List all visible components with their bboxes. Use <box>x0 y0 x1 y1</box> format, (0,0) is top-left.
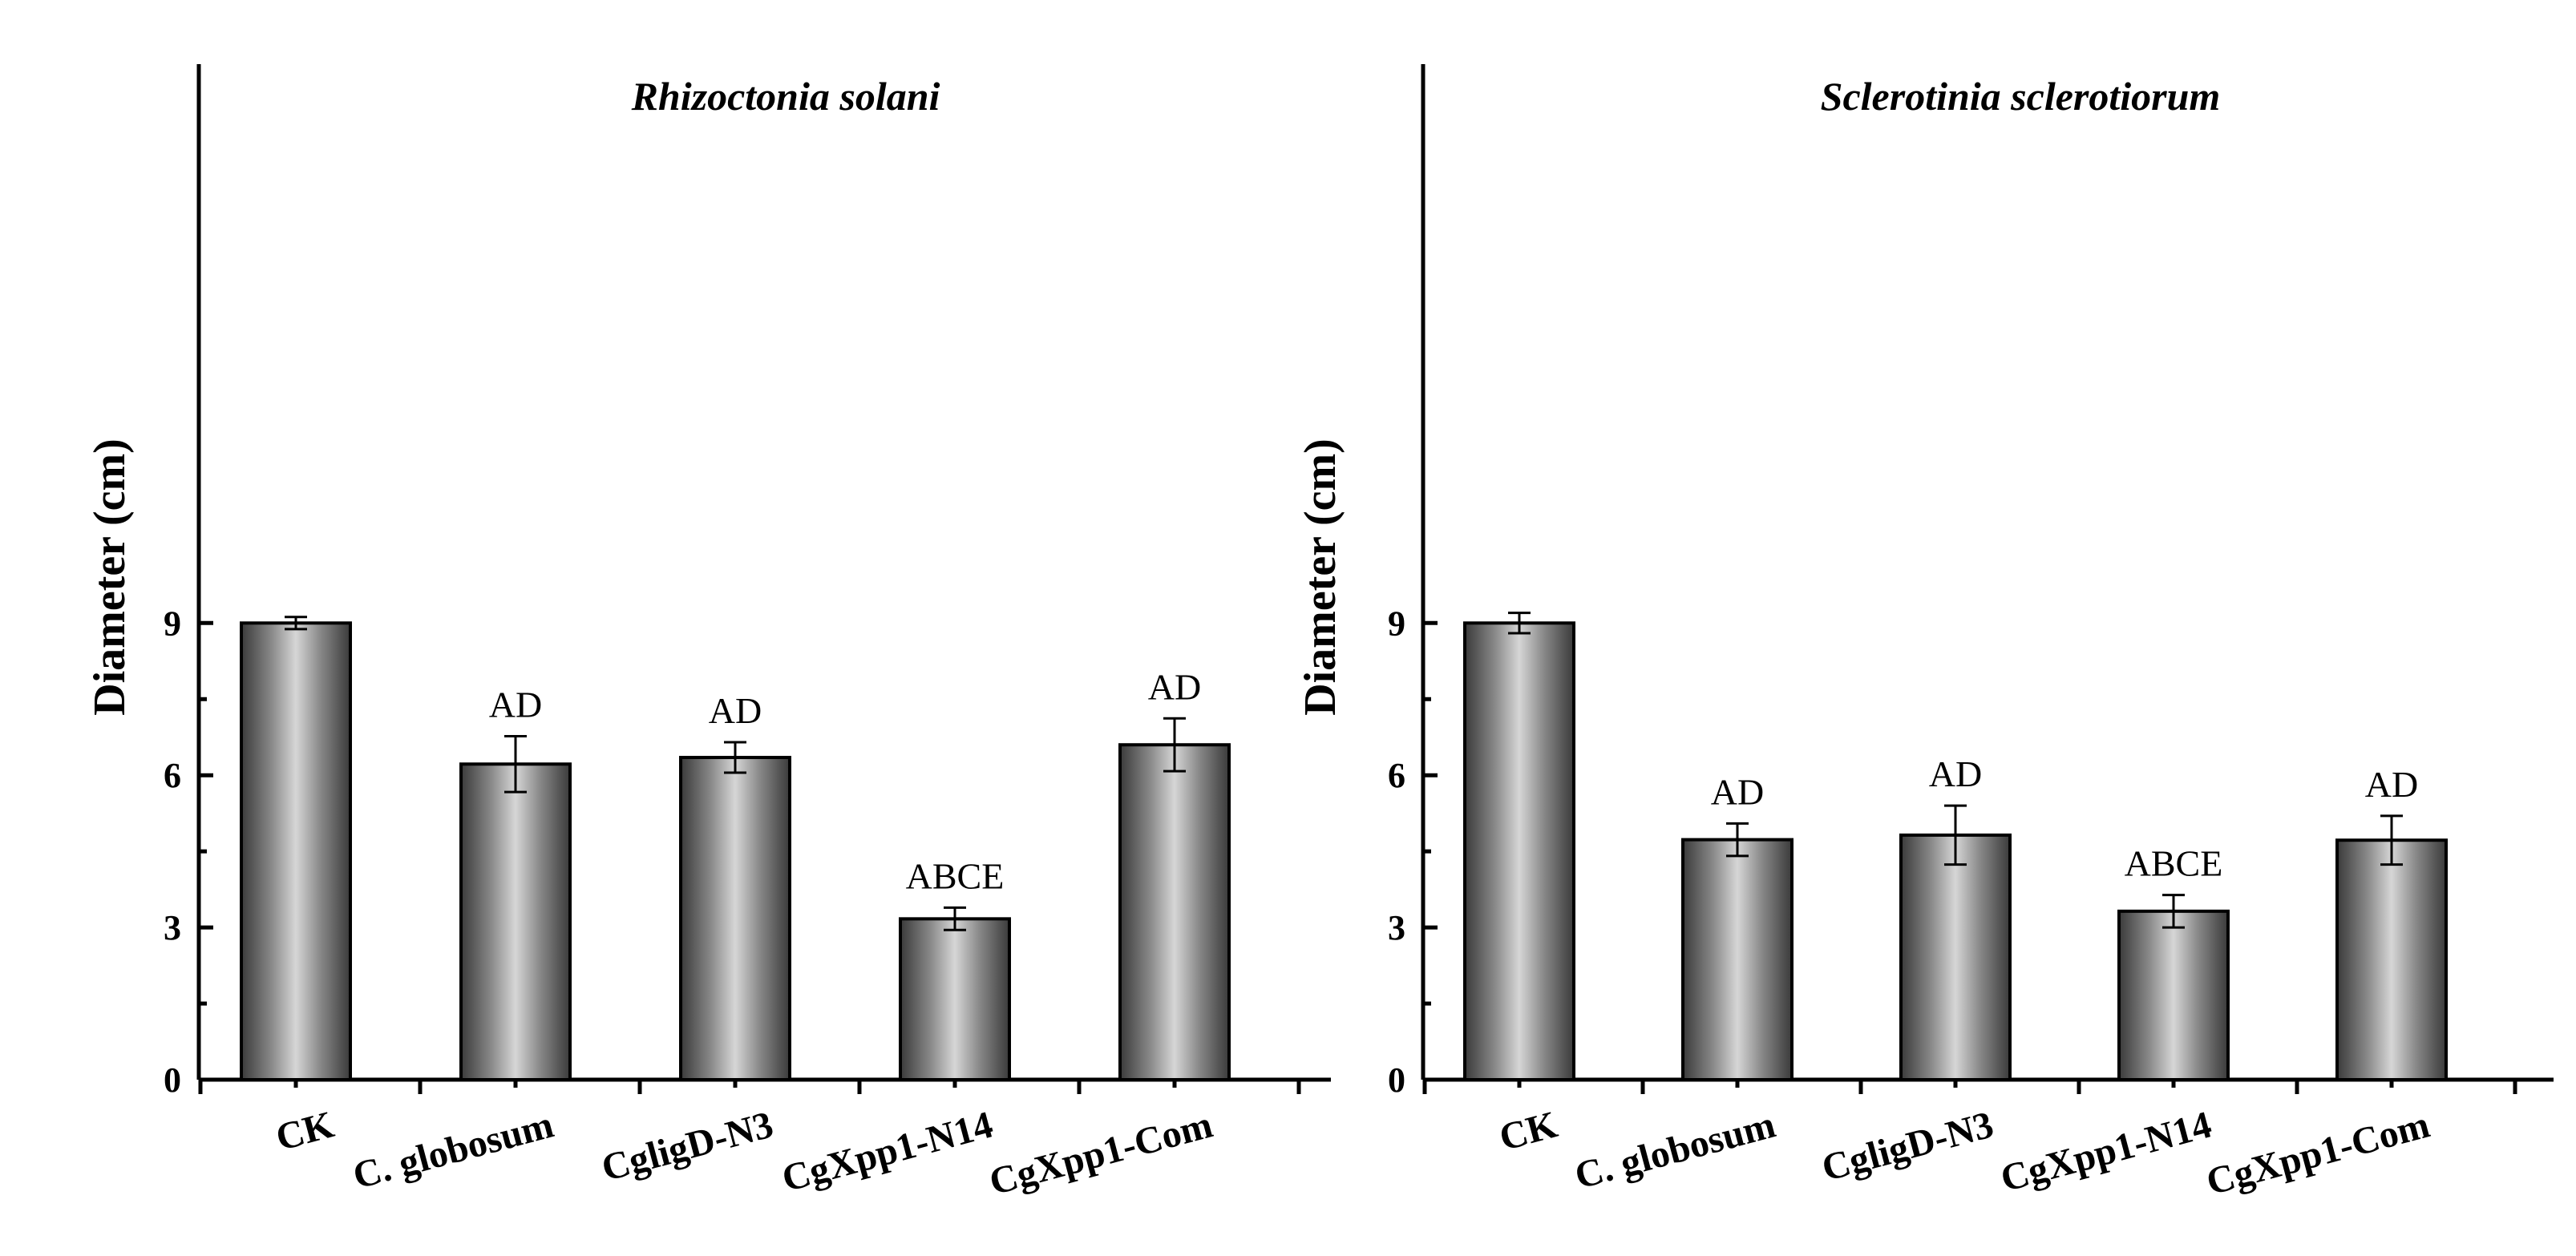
y-axis-label: Diameter (cm) <box>85 438 135 716</box>
y-tick-label: 9 <box>164 604 181 643</box>
x-tick-label: C. globosum <box>349 1103 558 1197</box>
y-tick-label: 6 <box>164 756 181 795</box>
y-axis-label: Diameter (cm) <box>1296 438 1345 716</box>
bar-cgxpp1-n14 <box>2117 909 2230 1081</box>
bar-c-globosum <box>459 762 572 1081</box>
x-tick-label: CgXpp1-N14 <box>778 1103 997 1200</box>
x-tick-label: CgligD-N3 <box>1818 1103 1998 1189</box>
chart-panel-sclerotinia: Sclerotinia sclerotiorum Diameter (cm) 0… <box>1296 64 2554 1203</box>
significance-label: AD <box>2365 764 2418 805</box>
x-tick-label: C. globosum <box>1571 1103 1780 1197</box>
bar-ck <box>1463 621 1575 1081</box>
x-tick-label: CgXpp1-Com <box>2202 1103 2433 1203</box>
x-tick-label: CgXpp1-Com <box>985 1103 1216 1203</box>
bar-cgxpp1-com <box>1118 743 1231 1081</box>
y-tick-label: 0 <box>164 1060 181 1100</box>
bar-cgxpp1-com <box>2335 838 2448 1081</box>
y-tick-label: 6 <box>1388 756 1405 795</box>
y-tick-label: 3 <box>164 908 181 947</box>
bar-ck <box>240 621 352 1081</box>
significance-label: AD <box>709 690 762 731</box>
significance-label: AD <box>1711 771 1764 812</box>
chart-panel-rhizoctonia: Rhizoctonia solani Diameter (cm) 0 3 6 9 CK A… <box>85 64 1331 1203</box>
significance-label: AD <box>1148 666 1201 707</box>
y-tick-label: 3 <box>1388 908 1405 947</box>
chart-title: Sclerotinia sclerotiorum <box>1821 74 2221 119</box>
y-tick-label: 0 <box>1388 1060 1405 1100</box>
y-tick-label: 9 <box>1388 604 1405 643</box>
x-tick-label: CK <box>272 1103 338 1159</box>
chart-title: Rhizoctonia solani <box>631 74 940 119</box>
bar-cgxpp1-n14 <box>899 917 1011 1081</box>
significance-label: AD <box>489 684 542 725</box>
bar-cgligd-n3 <box>679 756 791 1081</box>
bar-cgligd-n3 <box>1899 833 2012 1082</box>
significance-label: AD <box>1929 753 1982 794</box>
bar-c-globosum <box>1681 838 1793 1081</box>
x-tick-label: CK <box>1495 1103 1562 1159</box>
x-tick-label: CgXpp1-N14 <box>1996 1103 2216 1200</box>
significance-label: ABCE <box>2125 843 2223 884</box>
x-tick-label: CgligD-N3 <box>597 1103 778 1189</box>
significance-label: ABCE <box>906 855 1005 896</box>
